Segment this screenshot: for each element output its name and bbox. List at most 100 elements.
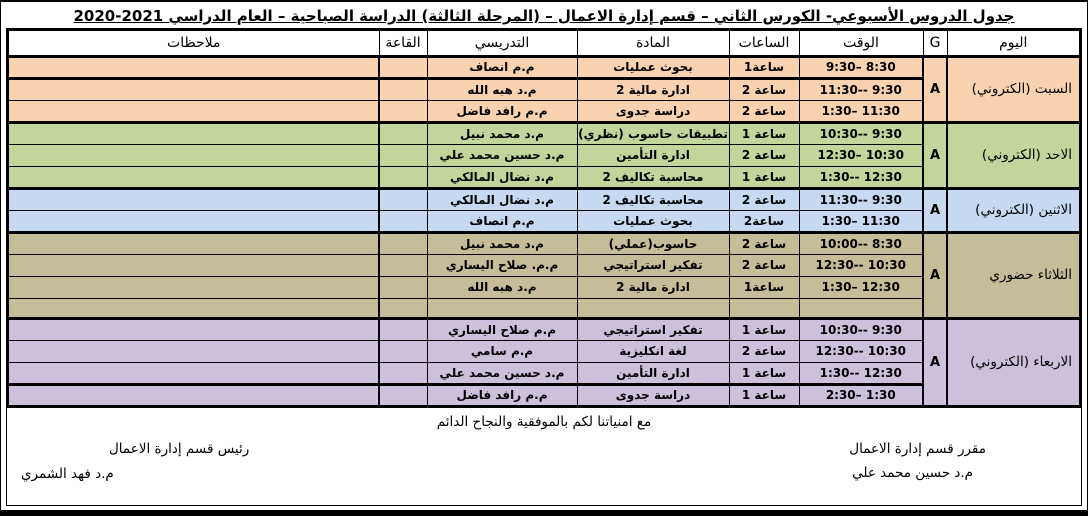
subject-cell: تفكير استراتيجي — [576, 253, 730, 277]
hall-cell — [378, 120, 428, 145]
day-cell: الاحد (الكتروني) — [946, 120, 1081, 189]
notes-cell — [7, 99, 380, 123]
day-cell: الاثنين (الكتروني) — [946, 186, 1081, 233]
teacher-cell: م.م سامي — [426, 339, 578, 363]
subject-cell: دراسة جدوى — [576, 382, 730, 407]
table-row: الاحد (الكتروني) A 10:30-- 9:30 1 ساعة ت… — [7, 120, 1081, 189]
notes-cell — [7, 143, 380, 167]
schedule-table: اليوم G الوقت الساعات المادة التدريسي ال… — [7, 29, 1081, 407]
notes-cell — [7, 316, 380, 341]
hall-cell — [378, 54, 428, 80]
subject-cell: محاسبة تكاليف 2 — [576, 186, 730, 211]
table-row: 1:30-- 12:30 1 ساعة محاسبة تكاليف 2 م.د … — [7, 165, 1080, 189]
footer-wish: مع امنياتنا لكم بالموفقية والنجاح الدائم — [436, 414, 652, 430]
teacher-cell: م.د حسين محمد علي — [426, 143, 578, 167]
footer-head-name: م.د فهد الشمري — [21, 466, 114, 482]
time-cell: 1:30– 11:30 — [798, 209, 924, 233]
header-hall: القاعة — [378, 29, 428, 58]
notes-cell — [7, 54, 380, 80]
header-teacher: التدريسي — [426, 29, 578, 58]
hours-cell: 2 ساعة — [728, 143, 800, 167]
footer-coordinator-name: م.د حسين محمد علي — [852, 465, 973, 481]
subject-cell: تفكير استراتيجي — [576, 316, 730, 341]
header-day: اليوم — [946, 29, 1081, 58]
table-row: 2:30– 1:30 1 ساعة دراسة جدوى م.م رافد فا… — [7, 382, 1080, 407]
group-cell: A — [922, 54, 948, 124]
teacher-cell: م.د حسين محمد علي — [426, 361, 578, 385]
subject-cell: لغة انكليزية — [576, 339, 730, 363]
table-row: السبت (الكتروني) A 9:30– 8:30 1ساعة بحوث… — [7, 54, 1081, 124]
hours-cell: 2 ساعة — [728, 77, 800, 101]
hours-cell: 1 ساعة — [728, 165, 800, 189]
hours-cell: 2 ساعة — [728, 99, 800, 123]
table-row: الاثنين (الكتروني) A 11:30-- 9:30 2 ساعة… — [7, 186, 1081, 233]
teacher-cell: م.د محمد نبيل — [426, 120, 578, 145]
time-cell: 10:30-- 9:30 — [798, 120, 924, 145]
teacher-cell: م.د هبه الله — [426, 77, 578, 101]
hours-cell: 2ساعة — [728, 209, 800, 233]
table-row: 12:30-- 10:30 2 ساعة لغة انكليزية م.م سا… — [7, 339, 1080, 363]
time-cell: 1:30-- 12:30 — [798, 165, 924, 189]
teacher-cell: م.د هبه الله — [426, 275, 578, 299]
teacher-cell: م.م انصاف — [426, 54, 578, 80]
notes-cell — [7, 77, 380, 101]
notes-cell — [7, 339, 380, 363]
teacher-cell: م.م رافد فاضل — [426, 99, 578, 123]
teacher-cell: م.م. صلاح اليساري — [426, 253, 578, 277]
hall-cell — [378, 275, 428, 299]
hours-cell — [728, 297, 800, 319]
hall-cell — [378, 165, 428, 189]
footer: مع امنياتنا لكم بالموفقية والنجاح الدائم… — [7, 407, 1081, 491]
hours-cell: 2 ساعة — [728, 253, 800, 277]
subject-cell: حاسوب(عملي) — [576, 230, 730, 255]
group-cell: A — [922, 316, 948, 407]
notes-cell — [7, 361, 380, 385]
table-row: 1:30– 12:30 1ساعة ادارة مالية 2 م.د هبه … — [7, 275, 1080, 299]
footer-head-title: رئيس قسم إدارة الاعمال — [109, 441, 250, 457]
table-row: 1:30– 11:30 2 ساعة دراسة جدوى م.م رافد ف… — [7, 99, 1080, 123]
time-cell: 12:30-- 10:30 — [798, 253, 924, 277]
hours-cell: 1ساعة — [728, 275, 800, 299]
time-cell: 12:30– 10:30 — [798, 143, 924, 167]
time-cell: 10:00-- 8:30 — [798, 230, 924, 255]
table-row: 1:30-- 12:30 1 ساعة ادارة التأمين م.د حس… — [7, 361, 1080, 385]
header-subject: المادة — [576, 29, 730, 58]
hours-cell: 2 ساعة — [728, 339, 800, 363]
hours-cell: 1 ساعة — [728, 361, 800, 385]
teacher-cell: م.م انصاف — [426, 209, 578, 233]
group-cell: A — [922, 230, 948, 319]
subject-cell: ادارة مالية 2 — [576, 275, 730, 299]
hall-cell — [378, 361, 428, 385]
teacher-cell: م.م رافد فاضل — [426, 382, 578, 407]
notes-cell — [7, 297, 380, 319]
hall-cell — [378, 77, 428, 101]
table-row: 1:30– 11:30 2ساعة بحوث عمليات م.م انصاف — [7, 209, 1080, 233]
teacher-cell — [426, 297, 578, 319]
teacher-cell: م.د محمد نبيل — [426, 230, 578, 255]
table-row: 12:30– 10:30 2 ساعة ادارة التأمين م.د حس… — [7, 143, 1080, 167]
group-cell: A — [922, 120, 948, 189]
teacher-cell: م.م صلاح اليساري — [426, 316, 578, 341]
hours-cell: 2 ساعة — [728, 186, 800, 211]
hall-cell — [378, 382, 428, 407]
hours-cell: 2 ساعة — [728, 230, 800, 255]
subject-cell: دراسة جدوى — [576, 99, 730, 123]
hall-cell — [378, 186, 428, 211]
hall-cell — [378, 339, 428, 363]
notes-cell — [7, 165, 380, 189]
hall-cell — [378, 99, 428, 123]
hall-cell — [378, 253, 428, 277]
hall-cell — [378, 316, 428, 341]
header-notes: ملاحظات — [7, 29, 380, 58]
notes-cell — [7, 120, 380, 145]
table-row: الاربعاء (الكتروني) A 10:30-- 9:30 1 ساع… — [7, 316, 1081, 407]
hall-cell — [378, 297, 428, 319]
table-row: 12:30-- 10:30 2 ساعة تفكير استراتيجي م.م… — [7, 253, 1080, 277]
table-row: 11:30-- 9:30 2 ساعة ادارة مالية 2 م.د هب… — [7, 77, 1080, 101]
group-cell: A — [922, 186, 948, 233]
subject-cell: ادارة التأمين — [576, 361, 730, 385]
subject-cell: محاسبة تكاليف 2 — [576, 165, 730, 189]
hours-cell: 1ساعة — [728, 54, 800, 80]
hours-cell: 1 ساعة — [728, 316, 800, 341]
